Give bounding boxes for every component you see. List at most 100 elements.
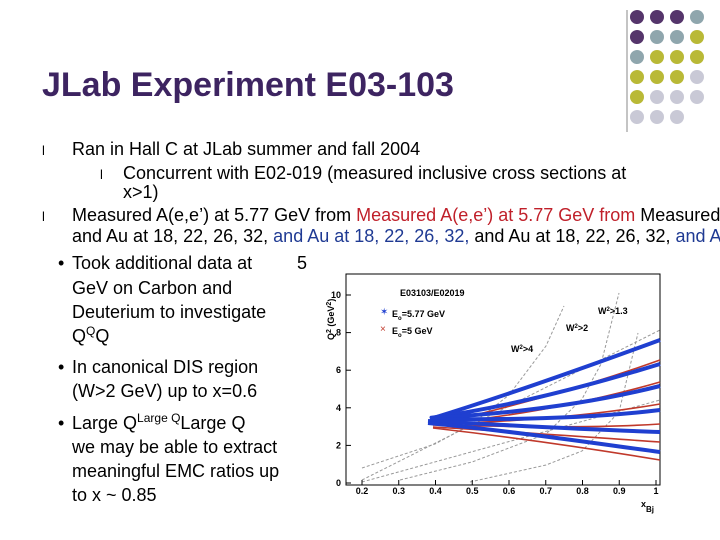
superscript: 2 xyxy=(607,307,611,313)
text-run: and Au at 18, 22, 26, 32, xyxy=(72,226,273,246)
bullet-text: (W>2 GeV) up to x=0.6 xyxy=(72,381,257,401)
bullet-text: we may be able to extract xyxy=(71,437,277,457)
dot xyxy=(690,70,704,84)
text-run: Large Q xyxy=(72,413,137,433)
coverage-line xyxy=(429,338,661,421)
title: JLab Experiment E03-103 xyxy=(42,66,454,104)
text-run: Large Q xyxy=(180,413,245,433)
curve-label: W2>4 xyxy=(511,344,533,354)
dot xyxy=(670,70,684,84)
superscript: 2 xyxy=(326,329,333,333)
text-run: (GeV xyxy=(326,306,336,330)
legend-symbol: × xyxy=(380,324,386,335)
subscript: o xyxy=(398,316,402,322)
x-tick-label: 0.9 xyxy=(613,486,626,496)
curve-label: W2>2 xyxy=(566,323,588,333)
dot xyxy=(670,90,684,104)
superscript: 2 xyxy=(520,345,524,351)
text-run: 5 xyxy=(297,253,307,273)
text-run: and Au at 18, 22, 26, 32, xyxy=(273,226,474,246)
text-run: (W>2 GeV) up to x=0.6 xyxy=(72,381,257,401)
coverage-line xyxy=(429,362,661,420)
bullet-text: Took additional data at 5 xyxy=(72,253,307,273)
bullet-text: Concurrent with E02-019 (measured inclus… xyxy=(123,163,626,183)
legend-label: Eo=5.77 GeV xyxy=(392,309,445,322)
superscript: 2 xyxy=(575,324,579,330)
bullet-marker: • xyxy=(58,253,64,273)
w2-curve xyxy=(469,332,639,483)
coverage-line xyxy=(429,384,661,420)
dot xyxy=(630,90,644,104)
text-run: Measured A(e,e’) at 5.77 GeV from xyxy=(72,205,356,225)
bullet-marker: • xyxy=(58,357,64,377)
text-run: meaningful EMC ratios up xyxy=(72,461,279,481)
dot xyxy=(670,30,684,44)
decoration xyxy=(630,10,704,124)
dot xyxy=(650,10,664,24)
coverage-5.77gev xyxy=(427,338,661,454)
text-run: and Au at 18, 22, 26, 32, xyxy=(676,226,720,246)
bullet-text: x>1) xyxy=(123,182,159,202)
text-run: GeV on Carbon and xyxy=(72,278,232,298)
text-run: ) xyxy=(326,299,336,302)
legend-label: Eo=5 GeV xyxy=(392,326,432,339)
text-run: >1.3 xyxy=(610,306,628,316)
bullet-list: l Ran in Hall C at JLab summer and fall 2… xyxy=(42,139,720,505)
x-tick-label: 0.4 xyxy=(429,486,442,496)
y-tick-label: 8 xyxy=(336,328,341,338)
x-tick-label: 0.2 xyxy=(356,486,369,496)
text-run: Concurrent with E02-019 (measured inclus… xyxy=(123,163,626,183)
coverage-line xyxy=(427,421,661,454)
bullet-text: QQQ xyxy=(72,324,109,346)
text-run: =5 GeV xyxy=(402,326,433,336)
dot xyxy=(630,110,644,124)
text-run: Deuterium to investigate xyxy=(72,302,266,322)
text-run: Measured A(e,e’) at 5.77 GeV from xyxy=(356,205,640,225)
dot xyxy=(670,10,684,24)
text-run: Measured A(e,e’) at 5.77 GeV from xyxy=(640,205,720,225)
bullet-text: In canonical DIS region xyxy=(72,357,258,377)
text-run: and Au at 18, 22, 26, 32, xyxy=(474,226,675,246)
text-run: W xyxy=(511,344,520,354)
text-run: Q xyxy=(95,326,109,346)
dot xyxy=(690,50,704,64)
superscript: 2 xyxy=(326,302,333,306)
w2-curve xyxy=(399,292,620,481)
bullet-text: and Au at 18, 22, 26, 32, and Au at 18, … xyxy=(72,226,720,246)
text-run: we may be able to extract xyxy=(71,437,277,457)
dot xyxy=(630,10,644,24)
dot xyxy=(670,110,684,124)
text-run: E xyxy=(392,309,398,319)
legend-symbol: ✶ xyxy=(380,307,388,318)
bullet-text: Large QLarge QLarge Q xyxy=(72,411,245,433)
coverage-line xyxy=(429,408,661,422)
text-run: Took additional data at xyxy=(72,253,252,273)
bullet-marker: • xyxy=(58,413,64,433)
dot xyxy=(650,70,664,84)
text-run: W xyxy=(566,323,575,333)
superscript: Q xyxy=(86,324,95,338)
dot xyxy=(630,50,644,64)
x-tick-label: 1 xyxy=(653,486,658,496)
bullet-text: Deuterium to investigate xyxy=(72,302,266,322)
y-axis-label: Q2 (GeV2) xyxy=(326,299,337,340)
bullet-marker: l xyxy=(42,209,45,224)
x-tick-label: 0.6 xyxy=(503,486,516,496)
y-tick-label: 4 xyxy=(336,403,341,413)
text-run: x>1) xyxy=(123,182,159,202)
dot xyxy=(650,90,664,104)
y-tick-label: 10 xyxy=(331,290,341,300)
curve-label: W2>1.3 xyxy=(598,306,628,316)
bullet-text: meaningful EMC ratios up xyxy=(72,461,279,481)
y-tick-label: 0 xyxy=(336,478,341,488)
bullet-text: Ran in Hall C at JLab summer and fall 20… xyxy=(72,139,420,159)
dot xyxy=(670,50,684,64)
coverage-line xyxy=(432,427,661,461)
text-run: >4 xyxy=(523,344,533,354)
bullet-text: Measured A(e,e’) at 5.77 GeV from Measur… xyxy=(72,203,720,225)
subscript: o xyxy=(398,333,402,339)
x-axis-label: xBj xyxy=(641,499,654,514)
x-tick-label: 0.7 xyxy=(539,486,552,496)
text-run: x xyxy=(641,499,646,509)
